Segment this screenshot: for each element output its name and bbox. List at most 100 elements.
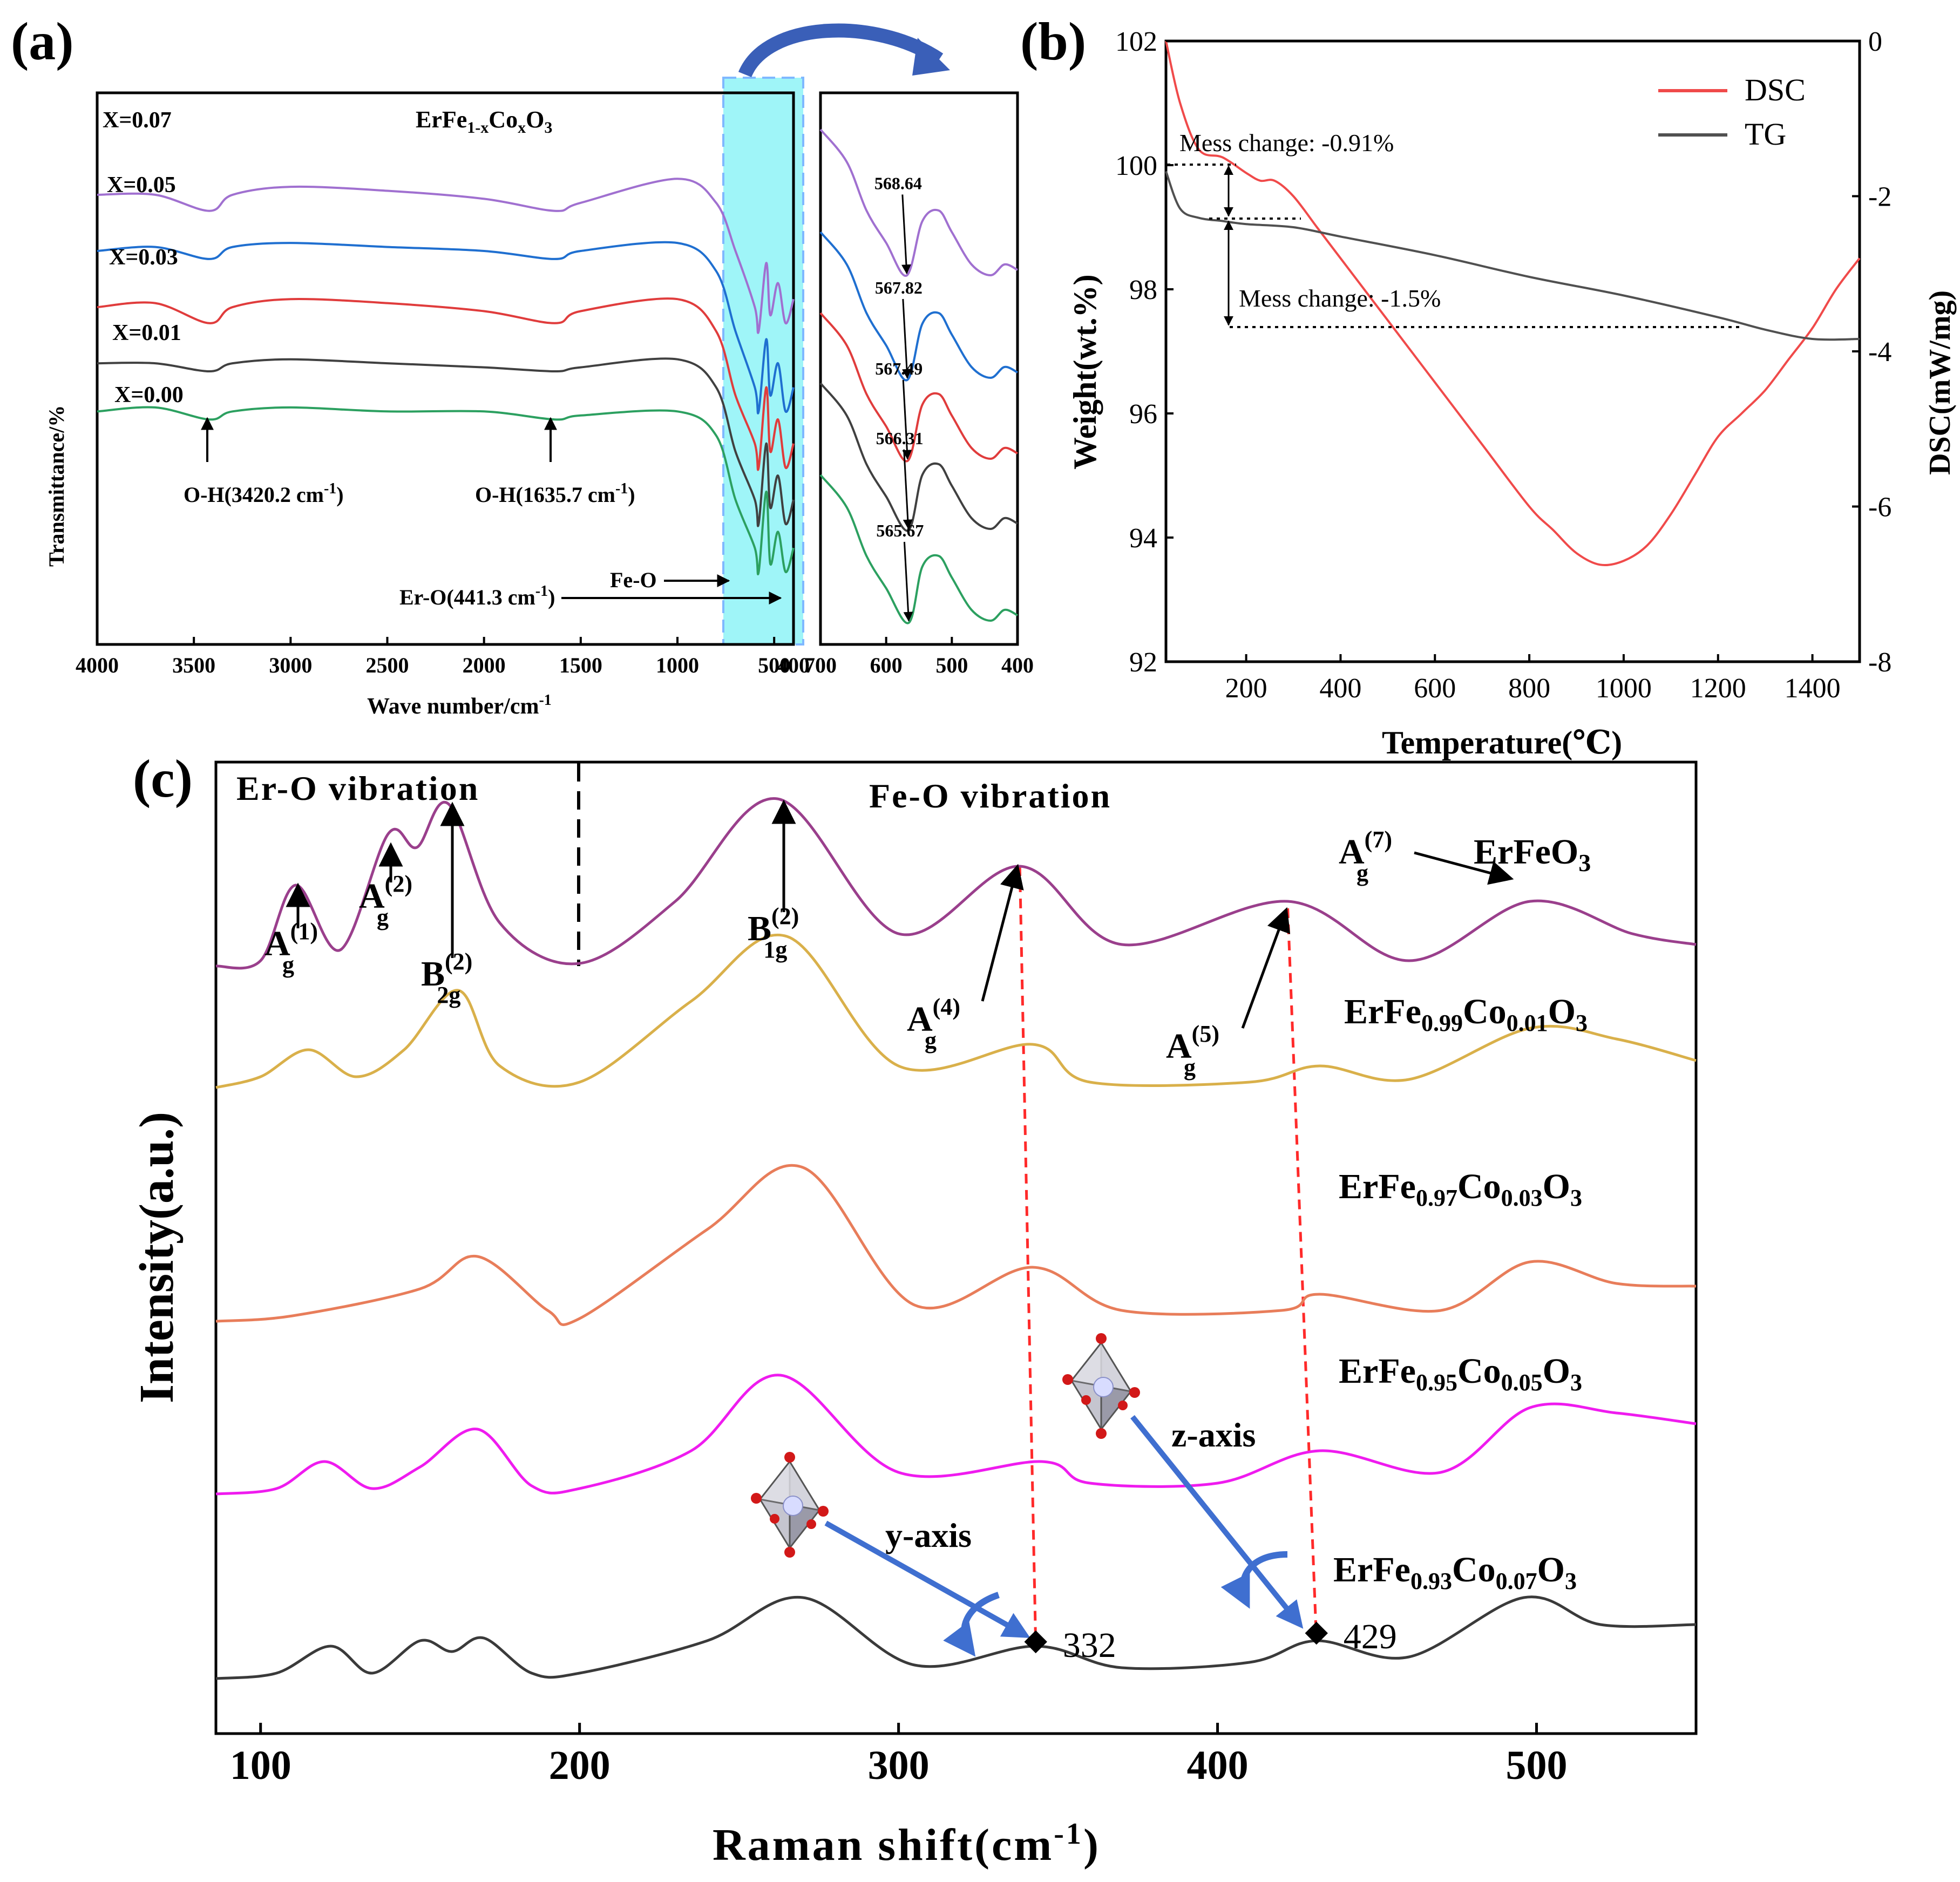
x-tick-label: 1200 (1690, 673, 1746, 704)
panel-c-ylabel: Intensity(a.u.) (130, 1112, 184, 1403)
mode-label: B(2) 1g (748, 903, 799, 963)
raman-line-3 (215, 1374, 1697, 1496)
inset-peak-arrow (901, 298, 912, 379)
fe-o-label: Fe-O (610, 568, 657, 592)
rotation-z-icon (1220, 1551, 1288, 1609)
series-label-x000: X=0.00 (114, 383, 184, 407)
x-tick-label: 3000 (269, 653, 312, 677)
dsc-line (1165, 40, 1861, 567)
x-tick-label: 4000 (76, 653, 119, 677)
inset-x-tick-label: 700 (804, 653, 837, 677)
y2-tick-label: -4 (1868, 337, 1891, 368)
ftir-line-4 (97, 406, 795, 575)
y-tick-label: 98 (1129, 275, 1157, 305)
raman-label-co003: ErFe0.97Co0.03O3 (1339, 1167, 1582, 1211)
raman-line-2 (215, 1164, 1697, 1326)
raman-label-co001: ErFe0.99Co0.01O3 (1344, 992, 1588, 1036)
mode-label: A(7) g (1339, 826, 1392, 886)
panel-a-inset-series: 568.64 567.82 567.49 566.31 565.67 (819, 128, 1018, 624)
y-tick-label: 102 (1115, 26, 1157, 57)
mode-arrow (981, 864, 1024, 1002)
series-label-x007: X=0.07 (103, 108, 172, 133)
series-label-x001: X=0.01 (112, 321, 181, 345)
mode-label: A(5) g (1166, 1021, 1219, 1081)
series-label-x005: X=0.05 (107, 173, 176, 198)
x-tick-label: 3500 (172, 653, 215, 677)
x-tick-label: 1400 (1785, 673, 1841, 704)
panel-a-series (97, 178, 795, 575)
x-tick-label: 600 (1414, 673, 1456, 704)
z-axis-label: z-axis (1171, 1416, 1256, 1454)
inset-peak-label: 565.67 (876, 521, 924, 540)
shift-guide-line (1286, 908, 1318, 1641)
y-tick-label: 96 (1129, 399, 1157, 430)
zoom-arrow-icon (738, 23, 944, 78)
panel-a-label: (a) (11, 11, 74, 71)
raman-label-co005: ErFe0.95Co0.05O3 (1339, 1351, 1582, 1396)
rotation-y-icon (943, 1592, 1000, 1657)
phonon-mode-labels: A(1) g A(2) gB(2) 2g B(2) 1g A(4) g A(5) g A(7) g (265, 799, 1514, 1081)
x-tick-label: 2500 (366, 653, 409, 677)
panel-a-xlabel: Wave number/cm-1 (367, 692, 552, 719)
y2-tick-label: -6 (1868, 492, 1891, 523)
octahedron-y-icon (751, 1452, 829, 1558)
mode-label: A(4) g (907, 994, 960, 1054)
mode-arrow (1241, 907, 1291, 1029)
x-tick-label: 200 (549, 1743, 611, 1788)
inset-peak-arrow (901, 194, 911, 275)
panel-a-ylabel: Transmittance/% (44, 405, 69, 567)
x-tick-label: 800 (1508, 673, 1550, 704)
mode-label: B(2) 2g (421, 948, 472, 1008)
inset-peak-arrow (902, 379, 912, 460)
panel-c-xlabel: Raman shift(cm-1) (713, 1817, 1101, 1870)
inset-line-3 (819, 382, 1018, 532)
panel-c-series (215, 797, 1697, 1680)
panel-b-label: (b) (1020, 11, 1086, 71)
octahedron-z-icon (1062, 1333, 1140, 1439)
x-tick-label: 1000 (1596, 673, 1652, 704)
tg-line (1165, 171, 1860, 341)
inset-peak-label: 567.49 (875, 359, 923, 378)
inset-line-2 (819, 312, 1018, 463)
x-tick-label: 1500 (559, 653, 602, 677)
panel-a-frame (96, 91, 795, 646)
ftir-line-0 (97, 178, 795, 334)
inset-line-4 (819, 474, 1018, 624)
oh-3420-label: O-H(3420.2 cm-1) (184, 480, 344, 507)
panel-c-x-ticks: 100 200 300 400 500 (230, 1723, 1568, 1788)
mass-change-1-label: Mess change: -0.91% (1179, 129, 1394, 157)
x-tick-label: 200 (1225, 673, 1267, 704)
mode-shift-guides (1018, 866, 1318, 1646)
panel-a-inset-frame (819, 91, 1019, 646)
peak-markers: 332 429 (1024, 1617, 1397, 1665)
legend-tg-label: TG (1745, 117, 1786, 152)
panel-b-series (1165, 40, 1861, 567)
z-axis-arrow (1130, 1415, 1304, 1629)
inset-peak-label: 566.31 (876, 429, 924, 448)
inset-peak-arrow (903, 541, 913, 622)
x-tick-label: 1000 (656, 653, 699, 677)
inset-x-tick-label: 600 (870, 653, 903, 677)
inset-peak-label: 567.82 (875, 278, 923, 297)
x-tick-label: 400 (1187, 1743, 1249, 1788)
panel-a-inset-ticks: 700 600 500 400 (804, 637, 1034, 677)
shift-guide-line (1018, 866, 1037, 1646)
x-tick-label: 100 (230, 1743, 291, 1788)
er-o-region-label: Er-O vibration (236, 769, 479, 807)
zoom-arrowhead-icon (912, 38, 950, 76)
raman-label-co007: ErFe0.93Co0.07O3 (1333, 1550, 1577, 1594)
er-o-label: Er-O(441.3 cm-1) (399, 583, 555, 609)
panel-a-title: ErFe1-xCoxO3 (416, 106, 552, 137)
panel-b-xlabel: Temperature(℃) (1382, 725, 1622, 760)
inset-x-tick-label: 400 (1001, 653, 1034, 677)
mass-change-2-label: Mess change: -1.5% (1239, 284, 1441, 312)
peak-marker-label: 332 (1063, 1626, 1116, 1665)
y-axis-arrow (824, 1520, 1030, 1638)
x-tick-label: 500 (758, 653, 790, 677)
y-tick-label: 92 (1129, 647, 1157, 678)
peak-marker-label: 429 (1344, 1617, 1397, 1656)
panel-c-label: (c) (133, 749, 193, 808)
raman-line-1 (215, 934, 1697, 1089)
